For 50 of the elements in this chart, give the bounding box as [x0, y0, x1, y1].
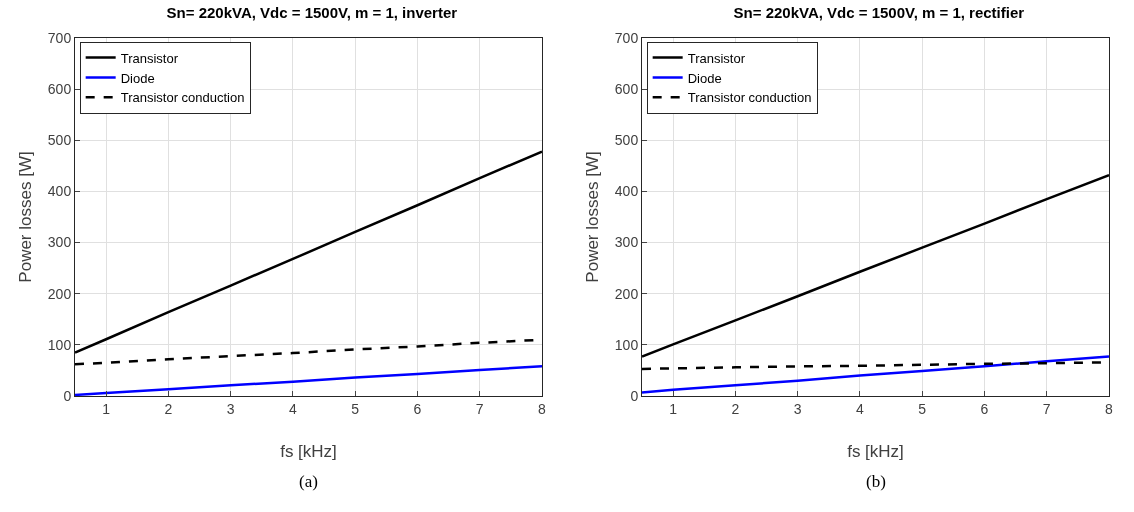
x-tick-label: 7: [475, 400, 484, 417]
x-axis-title: fs [kHz]: [280, 442, 337, 461]
x-tick-label: 4: [856, 400, 865, 417]
y-tick-label: 0: [630, 387, 639, 404]
y-tick-label: 700: [614, 29, 639, 46]
x-tick-label: 4: [289, 400, 298, 417]
x-tick-label: 8: [538, 400, 547, 417]
x-tick-label: 5: [351, 400, 360, 417]
legend-label: Diode: [120, 70, 155, 86]
chart-title: Sn= 220kVA, Vdc = 1500V, m = 1, rectifier: [733, 4, 1025, 22]
y-tick-label: 400: [47, 183, 72, 200]
y-tick-label: 300: [47, 234, 72, 251]
line-series: [642, 173, 1109, 358]
legend-label: Diode: [687, 70, 722, 86]
x-tick-label: 6: [980, 400, 989, 417]
y-tick-label: 500: [47, 132, 72, 149]
y-axis-title: Power losses [W]: [16, 151, 35, 283]
x-tick-label: 6: [413, 400, 422, 417]
x-tick-label: 2: [731, 400, 740, 417]
x-tick-label: 1: [669, 400, 678, 417]
y-tick-label: 0: [63, 387, 72, 404]
text: (b): [866, 472, 886, 491]
line-series: [75, 150, 542, 354]
y-tick-label: 600: [614, 81, 639, 98]
y-tick-label: 700: [47, 29, 72, 46]
x-tick-label: 8: [1105, 400, 1114, 417]
x-tick-label: 1: [102, 400, 111, 417]
x-tick-label: 3: [793, 400, 802, 417]
legend-label: Transistor conduction: [687, 90, 812, 106]
line-series: [75, 365, 542, 396]
y-tick-label: 200: [614, 285, 639, 302]
y-axis-title: Power losses [W]: [583, 151, 602, 283]
legend-label: Transistor: [120, 50, 179, 66]
x-tick-label: 7: [1042, 400, 1051, 417]
x-axis-title: fs [kHz]: [847, 442, 904, 461]
legend-label: Transistor conduction: [120, 90, 245, 106]
y-tick-label: 600: [47, 81, 72, 98]
x-tick-label: 3: [226, 400, 235, 417]
line-series: [642, 355, 1109, 394]
y-tick-label: 100: [47, 336, 72, 353]
y-tick-label: 500: [614, 132, 639, 149]
chart-title: Sn= 220kVA, Vdc = 1500V, m = 1, inverter: [166, 4, 458, 22]
x-tick-label: 5: [918, 400, 927, 417]
y-tick-label: 100: [614, 336, 639, 353]
x-tick-label: 2: [164, 400, 173, 417]
y-tick-label: 400: [614, 183, 639, 200]
text: (a): [299, 472, 318, 491]
y-tick-label: 200: [47, 285, 72, 302]
y-tick-label: 300: [614, 234, 639, 251]
legend-label: Transistor: [687, 50, 746, 66]
